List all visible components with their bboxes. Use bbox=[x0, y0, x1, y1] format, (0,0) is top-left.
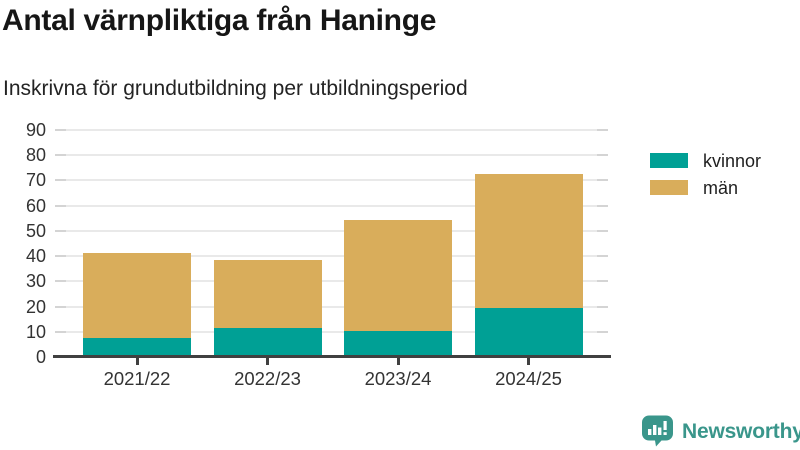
gridline-70 bbox=[55, 179, 608, 182]
y-axis-label-20: 20 bbox=[25, 296, 46, 317]
legend-label-man: män bbox=[703, 177, 739, 198]
gridline-20 bbox=[55, 305, 608, 308]
newsworthy-logo[interactable]: Newsworthy bbox=[641, 415, 800, 447]
gridline-40 bbox=[55, 255, 608, 258]
chart-title: Antal värnpliktiga från Haninge bbox=[2, 4, 437, 37]
legend-item-kvinnor: kvinnor bbox=[650, 150, 762, 171]
gridline-80 bbox=[55, 154, 608, 157]
y-axis-label-70: 70 bbox=[25, 170, 46, 191]
bar-segment-män-2022-23 bbox=[213, 260, 322, 329]
legend-item-man: män bbox=[650, 177, 761, 198]
legend: kvinnor män bbox=[650, 150, 762, 207]
newsworthy-logo-icon bbox=[642, 415, 673, 447]
x-axis-label-2024-25: 2024/25 bbox=[495, 368, 562, 389]
x-axis-line bbox=[53, 355, 611, 358]
chart-subtitle: Inskrivna för grundutbildning per utbild… bbox=[3, 77, 468, 100]
bar-segment-män-2024-25 bbox=[474, 174, 583, 309]
y-axis-label-10: 10 bbox=[25, 321, 46, 342]
y-axis-label-60: 60 bbox=[25, 195, 46, 216]
legend-swatch-man bbox=[650, 180, 688, 195]
y-axis-label-0: 0 bbox=[35, 347, 46, 367]
gridline-90 bbox=[55, 129, 608, 131]
x-axis-label-2023-24: 2023/24 bbox=[364, 368, 432, 389]
y-axis-label-90: 90 bbox=[25, 120, 46, 140]
plot-area: 0 10 20 30 40 50 60 70 80 90 2021/22 2022/23 2023/24… bbox=[26, 121, 611, 389]
y-axis-label-80: 80 bbox=[25, 145, 46, 166]
gridline-10 bbox=[55, 330, 608, 333]
x-axis-tick-2021-22 bbox=[135, 358, 139, 365]
y-axis-label-50: 50 bbox=[25, 220, 46, 241]
legend-label-kvinnor: kvinnor bbox=[703, 150, 762, 171]
legend-swatch-kvinnor bbox=[650, 153, 688, 168]
gridline-50 bbox=[55, 229, 608, 232]
y-axis-label-30: 30 bbox=[25, 271, 46, 292]
bar-segment-kvinnor-2022-23 bbox=[213, 328, 322, 356]
y-axis-label-40: 40 bbox=[25, 246, 46, 267]
gridline-30 bbox=[55, 280, 608, 283]
x-axis-label-2021-22: 2021/22 bbox=[103, 368, 171, 389]
gridline-60 bbox=[55, 204, 608, 207]
bar-segment-män-2023-24 bbox=[344, 219, 452, 331]
bar-segment-kvinnor-2023-24 bbox=[344, 330, 452, 356]
x-axis-tick-2024-25 bbox=[527, 358, 530, 365]
bar-segment-kvinnor-2024-25 bbox=[474, 308, 583, 356]
bar-segment-kvinnor-2021-22 bbox=[83, 338, 191, 356]
newsworthy-wordmark: Newsworthy bbox=[682, 419, 800, 443]
x-axis-tick-2023-24 bbox=[396, 358, 400, 365]
x-axis-tick-2022-23 bbox=[266, 358, 269, 365]
bar-segment-män-2021-22 bbox=[83, 252, 191, 339]
x-axis-label-2022-23: 2022/23 bbox=[234, 368, 301, 389]
